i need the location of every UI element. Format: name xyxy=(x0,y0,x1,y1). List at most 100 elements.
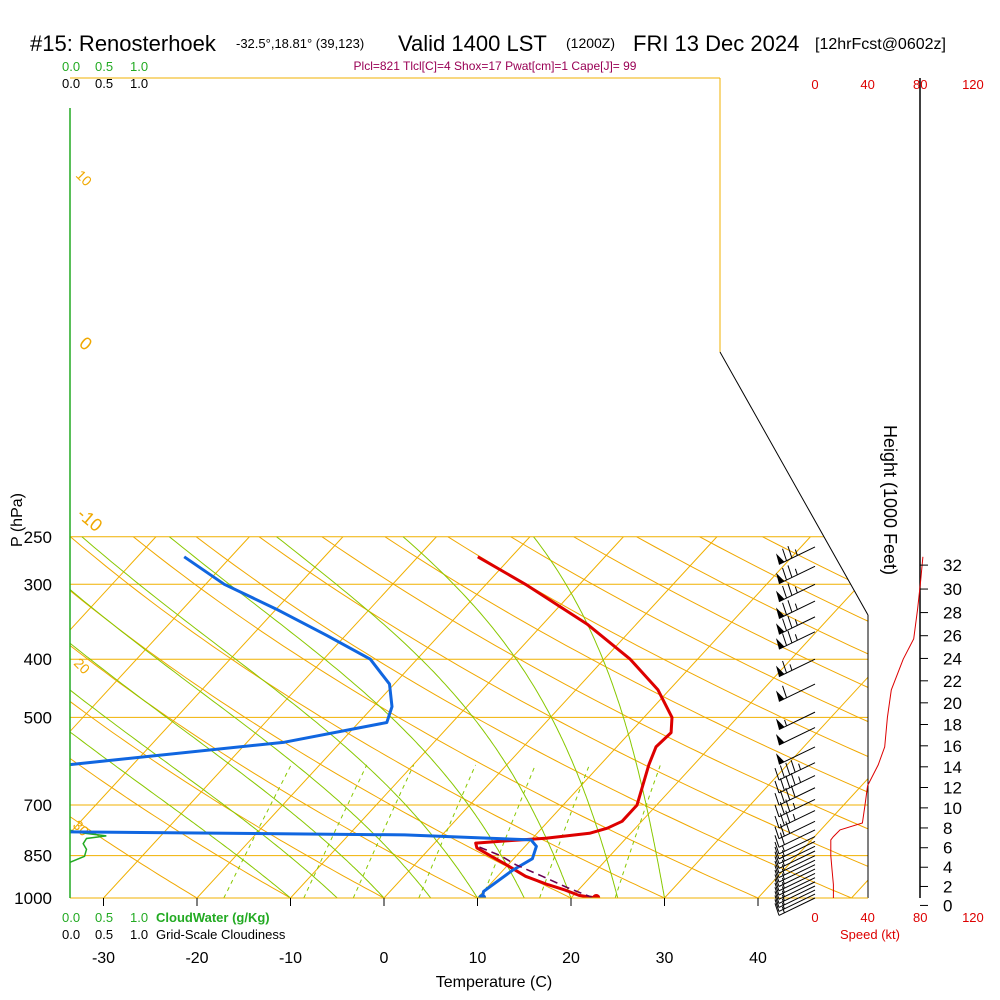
cloudiness-bottom-tick-2: 1.0 xyxy=(130,927,148,942)
height-tick-2: 2 xyxy=(943,877,952,896)
wind-barb xyxy=(775,727,816,746)
dry-adiabat-90 xyxy=(447,536,868,898)
cloudiness-top-tick-2: 1.0 xyxy=(130,76,148,91)
parcel-trace xyxy=(477,845,594,898)
pressure-tick-300: 300 xyxy=(24,575,52,594)
wind-barb xyxy=(775,545,816,565)
wind-barb xyxy=(774,845,816,865)
wind-barb-staff xyxy=(778,762,816,781)
sounding-traces xyxy=(70,555,674,898)
mixing-ratio-label-5: 5 xyxy=(407,903,423,918)
wind-barb-staff xyxy=(778,787,816,806)
isotherm-50 xyxy=(851,536,868,898)
mixing-ratio-1 xyxy=(223,764,292,898)
wind-barb-staff xyxy=(778,583,816,603)
wind-barb-full xyxy=(774,865,780,878)
y-axis-title: P (hPa) xyxy=(9,493,26,547)
wind-barb xyxy=(775,565,816,585)
dry-adiabat-80 xyxy=(384,536,868,898)
sounding-parameters: Plcl=821 Tlcl[C]=4 Shox=17 Pwat[cm]=1 Ca… xyxy=(354,59,637,73)
speed-top-tick-120: 120 xyxy=(962,77,984,92)
dry-adiabat-120 xyxy=(636,536,868,898)
wind-barb-half xyxy=(798,763,802,770)
dry-adiabat--10 xyxy=(70,536,314,898)
adiabat-label--10: -10 xyxy=(73,504,106,536)
wind-barb-staff xyxy=(778,881,816,900)
wind-barb-full xyxy=(779,823,785,837)
wind-barb-full xyxy=(774,767,780,781)
wind-barb xyxy=(774,889,816,908)
wind-barb-half xyxy=(794,586,798,593)
wind-barb-staff xyxy=(778,631,816,650)
wind-barb-full xyxy=(782,618,788,631)
dry-adiabat-0 xyxy=(70,536,409,898)
wind-barb-full xyxy=(787,615,793,629)
pressure-tick-1000: 1000 xyxy=(14,889,52,908)
station-name: #15: Renosterhoek xyxy=(30,31,217,56)
wind-barb-staff xyxy=(778,893,816,912)
cloudwater-trace xyxy=(70,829,107,863)
pressure-tick-700: 700 xyxy=(24,796,52,815)
wind-barb-full xyxy=(774,856,780,869)
wind-barb-full xyxy=(774,903,780,916)
wind-barb-staff xyxy=(778,841,816,860)
wind-barb-half xyxy=(794,634,798,641)
wind-barb-half xyxy=(781,877,785,885)
wind-barb xyxy=(774,885,816,904)
cloudiness-top-tick-0: 0.0 xyxy=(62,76,80,91)
dry-adiabat-30 xyxy=(70,536,693,898)
wind-barb-flag xyxy=(775,553,785,565)
wind-barb-half xyxy=(794,568,798,575)
wind-barb-staff xyxy=(778,616,816,635)
height-tick-4: 4 xyxy=(943,858,952,877)
dry-adiabat-70 xyxy=(321,536,868,898)
wind-barb-full xyxy=(782,660,788,674)
temperature-tick-40: 40 xyxy=(749,950,767,967)
mixing-ratio-8 xyxy=(481,764,536,898)
wind-barb-full xyxy=(785,821,791,834)
temperature-tick-30: 30 xyxy=(656,950,674,967)
cloudwater-top-tick-1: 0.5 xyxy=(95,59,113,74)
wind-barb-staff xyxy=(778,877,816,896)
mixing-ratio-20 xyxy=(614,764,661,898)
isotherm-30 xyxy=(664,536,868,898)
pressure-tick-850: 850 xyxy=(24,847,52,866)
height-tick-30: 30 xyxy=(943,580,962,599)
wind-barb xyxy=(774,760,816,781)
wind-barb xyxy=(774,785,816,806)
wind-barb-full xyxy=(779,832,785,845)
height-tick-20: 20 xyxy=(943,694,962,713)
dry-adiabat-110 xyxy=(573,536,868,898)
wind-barb xyxy=(774,836,816,855)
mixing-ratio-label-3: 3 xyxy=(341,903,357,918)
wind-barb xyxy=(774,864,816,883)
wind-barb xyxy=(775,746,816,765)
wind-barb xyxy=(774,859,816,879)
pressure-tick-250: 250 xyxy=(24,528,52,547)
wind-barb-half xyxy=(794,603,798,610)
height-tick-6: 6 xyxy=(943,839,952,858)
wind-barb-full xyxy=(774,878,780,891)
moist-adiabat-5 xyxy=(70,536,443,898)
wind-barb-staff xyxy=(778,850,816,869)
wind-barb-half xyxy=(781,854,785,862)
wind-barb-half xyxy=(781,864,785,871)
wind-barb-full xyxy=(774,887,780,900)
speed-bottom-tick-0: 0 xyxy=(811,910,818,925)
wind-barb-staff xyxy=(778,810,816,829)
wind-barb-flag xyxy=(775,753,785,765)
isotherm--10 xyxy=(290,536,624,898)
dry-adiabat-50 xyxy=(195,536,868,898)
wind-barb-full xyxy=(779,778,785,791)
plot-frame xyxy=(69,77,921,899)
forecast-date: FRI 13 Dec 2024 xyxy=(633,31,799,56)
wind-barb-flag xyxy=(775,665,785,677)
isotherm-label-10: 10 xyxy=(73,167,95,189)
wind-barb xyxy=(774,772,816,794)
adiabat-label-20: 20 xyxy=(785,443,813,471)
temperature-tick-20: 20 xyxy=(562,950,580,967)
wind-barb xyxy=(775,600,816,619)
valid-utc: (1200Z) xyxy=(566,35,615,51)
wind-barb-staff xyxy=(778,836,816,855)
pressure-tick-500: 500 xyxy=(24,708,52,727)
